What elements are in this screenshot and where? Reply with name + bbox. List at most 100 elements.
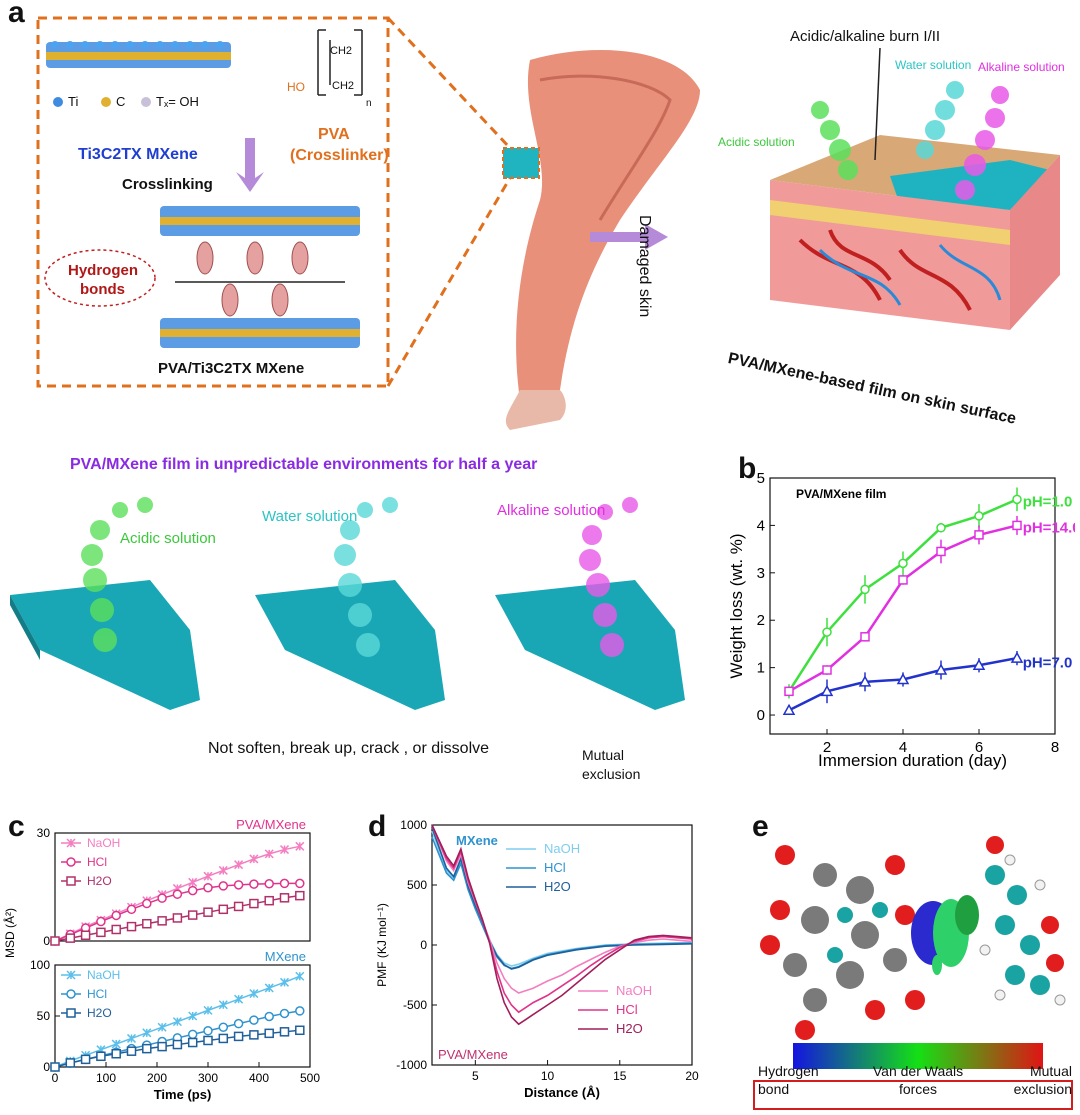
point-HCl — [111, 910, 121, 921]
point-pH=14.0 — [822, 665, 832, 675]
chart-d: 5 10 15 20 -1000 -500 0 500 1000 Distance (Å) PMF … — [375, 818, 699, 1100]
series-MXene-H2O-line — [431, 827, 693, 970]
x-tick-label: 4 — [899, 739, 907, 756]
burn-label: Acidic/alkaline burn I/II — [790, 28, 941, 45]
point-NaOH — [218, 865, 228, 875]
panel-e-molecule — [760, 836, 1066, 1069]
water-strand-icon — [916, 81, 964, 159]
mxene-name: Ti3C2TX MXene — [78, 146, 198, 163]
mxene-sheet-icon — [46, 41, 231, 68]
e-mutual-label: Mutual exclusion — [1013, 1063, 1072, 1097]
point-H2O — [50, 1062, 60, 1072]
pva-structure — [317, 29, 363, 96]
subplot-title: MXene — [265, 949, 306, 964]
x-tick-label: 15 — [613, 1069, 627, 1083]
point-NaOH — [249, 989, 259, 999]
hydrogen-bonds-ellipse — [44, 249, 156, 307]
series-PVA/MXene-H2O-line — [431, 824, 693, 1026]
hbond-line1: Hydrogen — [68, 262, 139, 279]
y-tick-label: 500 — [407, 878, 427, 892]
x-tick-label: 0 — [52, 1071, 59, 1085]
point-HCl — [96, 916, 106, 927]
chart-c-ylabel: MSD (Å²) — [2, 908, 17, 958]
env-illustration — [10, 497, 685, 710]
point-NaOH — [234, 994, 244, 1004]
chart-c-xlabel: Time (ps) — [154, 1087, 212, 1102]
legend-marker — [66, 838, 76, 848]
point-pH=14.0 — [898, 575, 908, 585]
point-H2O — [233, 901, 244, 912]
skin-block-icon — [770, 135, 1060, 330]
x-tick-label: 500 — [300, 1071, 320, 1085]
mutual-exclusion-label: Mutual exclusion — [582, 747, 641, 782]
y-tick-label: 3 — [757, 565, 765, 582]
point-H2O — [111, 1048, 121, 1059]
point-H2O — [80, 1054, 91, 1065]
point-HCl — [233, 1018, 244, 1029]
vdw-isosurface-icon — [911, 895, 979, 975]
strand-alkaline-icon — [579, 497, 638, 657]
plot-frame — [769, 477, 1056, 735]
strand-acidic-icon — [81, 497, 153, 652]
point-H2O — [295, 1025, 305, 1036]
y-tick-label: 4 — [757, 517, 765, 534]
point-H2O — [111, 924, 121, 935]
panel-b-label: b — [738, 452, 757, 485]
panel-c-label: c — [8, 810, 25, 843]
point-HCl — [264, 879, 274, 889]
point-pH=1.0 — [936, 523, 946, 533]
point-NaOH — [203, 1005, 213, 1015]
point-pH=1.0 — [822, 627, 832, 637]
color-scale-bar — [793, 1043, 1043, 1069]
point-HCl — [126, 904, 137, 915]
pva-struct-ch2a: CH2 — [330, 45, 353, 57]
crosslinking-arrow-icon — [236, 138, 264, 192]
tx-dot-icon — [141, 97, 151, 107]
chart-d-xlabel: Distance (Å) — [524, 1085, 600, 1100]
point-pH=14.0 — [860, 632, 870, 642]
point-pH=7.0 — [972, 658, 986, 671]
x-tick-label: 6 — [975, 739, 983, 756]
subplot-title: PVA/MXene — [236, 817, 306, 832]
point-NaOH — [126, 1033, 137, 1043]
point-H2O — [157, 1041, 167, 1052]
point-NaOH — [249, 854, 259, 864]
point-H2O — [172, 913, 183, 923]
point-H2O — [142, 918, 152, 929]
y-tick-label: 0 — [43, 1060, 50, 1074]
e-vdw-label: Van der Waals forces — [872, 1063, 964, 1097]
point-pH=14.0 — [1012, 520, 1022, 531]
legend-marker — [66, 989, 76, 999]
legend-marker — [66, 857, 76, 867]
panel-e-label: e — [752, 810, 769, 843]
skin-arrow-icon — [590, 224, 668, 250]
arm-icon — [502, 50, 700, 430]
legend-PVA/MXene-H2O: H2O — [616, 1021, 643, 1036]
point-H2O — [187, 910, 198, 920]
film-water-icon — [255, 580, 445, 710]
point-H2O — [218, 904, 229, 915]
point-HCl — [279, 878, 290, 889]
point-H2O — [172, 1039, 183, 1050]
inset-connector-top — [386, 16, 512, 150]
point-NaOH — [295, 971, 305, 981]
point-HCl — [249, 879, 259, 889]
point-H2O — [264, 1028, 274, 1039]
y-tick-label: -500 — [403, 998, 427, 1012]
point-NaOH — [264, 983, 274, 993]
point-NaOH — [111, 1039, 121, 1049]
legend-H2O: H2O — [87, 1006, 112, 1020]
point-H2O — [295, 890, 305, 901]
point-pH=7.0 — [934, 663, 948, 675]
env-acidic-label: Acidic solution — [120, 530, 216, 547]
series-MXene-HCl-line — [431, 836, 693, 970]
point-HCl — [187, 1029, 198, 1040]
point-pH=7.0 — [820, 684, 834, 697]
y-tick-label: 0 — [420, 938, 427, 952]
panel-a-label: a — [8, 0, 25, 29]
composite-name: PVA/Ti3C2TX MXene — [158, 360, 305, 377]
env-title: PVA/MXene film in unpredictable environm… — [70, 456, 538, 473]
point-NaOH — [279, 977, 290, 987]
x-tick-label: 400 — [249, 1071, 269, 1085]
ti-dot-icon — [53, 97, 63, 107]
